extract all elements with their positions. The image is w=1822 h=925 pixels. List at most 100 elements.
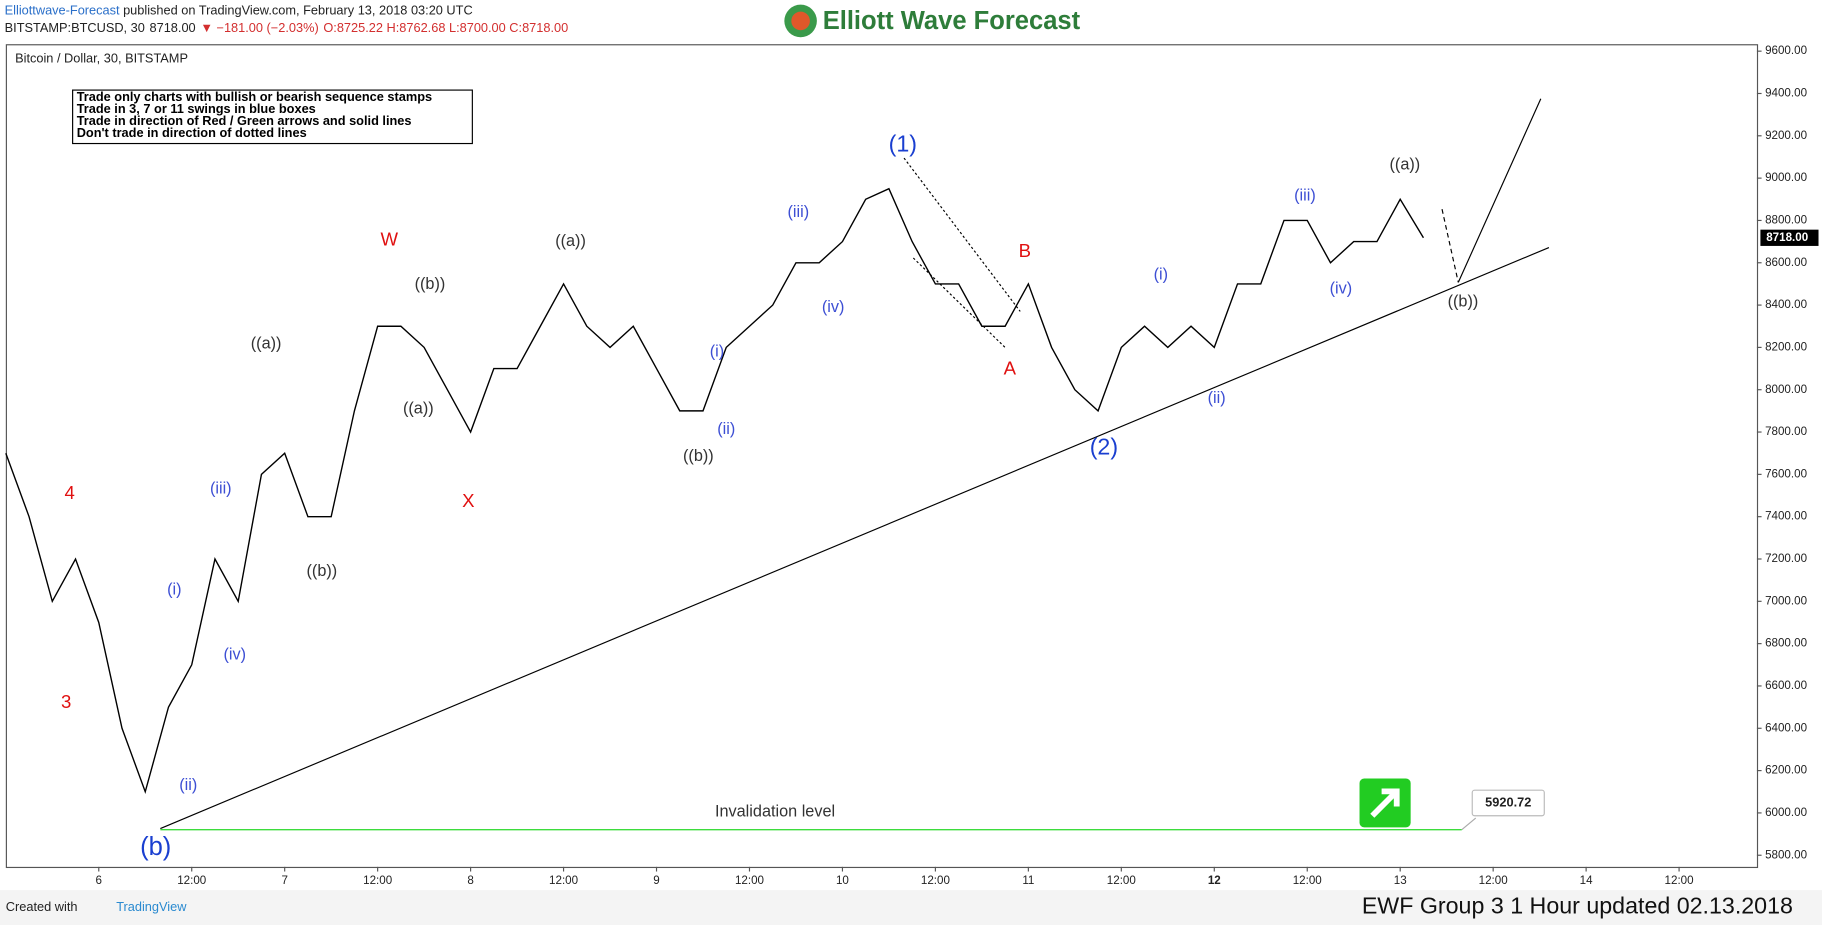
y-tick-label: 7400.00 — [1765, 510, 1807, 523]
footer-caption: EWF Group 3 1 Hour updated 02.13.2018 — [1362, 893, 1793, 919]
invalidation-text: Invalidation level — [715, 803, 835, 821]
wave-label: A — [1004, 357, 1017, 378]
wave-label: ((b)) — [1448, 292, 1479, 310]
wave-label: ((b)) — [683, 447, 714, 465]
wave-label: ((b)) — [307, 562, 338, 580]
x-tick-label: 12:00 — [735, 874, 764, 887]
x-tick-label: 10 — [836, 874, 849, 887]
y-tick-label: 6600.00 — [1765, 679, 1807, 692]
wave-label: (iii) — [787, 203, 809, 221]
note-line: Trade only charts with bullish or bearis… — [77, 89, 432, 104]
y-tick-label: 7800.00 — [1765, 425, 1807, 438]
y-tick-label: 8000.00 — [1765, 383, 1807, 396]
x-tick-label: 12 — [1208, 874, 1221, 887]
logo-icon-inner — [791, 11, 810, 31]
y-tick-label: 6800.00 — [1765, 637, 1807, 650]
footer-bar — [0, 890, 1822, 925]
wave-label: (ii) — [179, 776, 197, 794]
ohlc: O:8725.22 H:8762.68 L:8700.00 C:8718.00 — [323, 20, 568, 35]
invalidation-callout — [1461, 817, 1477, 831]
y-tick-label: 8200.00 — [1765, 340, 1807, 353]
y-tick-label: 7600.00 — [1765, 467, 1807, 480]
y-tick-label: 8800.00 — [1765, 214, 1807, 227]
y-tick-label: 9400.00 — [1765, 87, 1807, 100]
x-tick-label: 8 — [467, 874, 473, 887]
logo-text: Elliott Wave Forecast — [823, 7, 1081, 35]
arrow-icon — [1370, 788, 1400, 818]
x-tick-label: 12:00 — [177, 874, 206, 887]
wave-label: ((b)) — [415, 275, 446, 293]
x-tick-label: 12:00 — [1293, 874, 1322, 887]
wave-label: (iii) — [1294, 187, 1316, 205]
wave-label: X — [462, 490, 474, 511]
published: published on TradingView.com, February 1… — [123, 3, 473, 18]
note-line: Trade in 3, 7 or 11 swings in blue boxes — [77, 101, 316, 116]
wave-label: 3 — [61, 691, 71, 712]
notes: Trade only charts with bullish or bearis… — [77, 89, 432, 140]
wave-label: (2) — [1090, 434, 1118, 460]
wave-label: (iv) — [822, 298, 845, 316]
y-tick-label: 8400.00 — [1765, 298, 1807, 311]
y-tick-label: 7000.00 — [1765, 594, 1807, 607]
x-tick-label: 12:00 — [1479, 874, 1508, 887]
wave-label: W — [380, 228, 398, 249]
wave-label: (ii) — [1208, 389, 1226, 407]
footer-brand: TradingView — [116, 899, 187, 914]
x-tick-label: 12:00 — [921, 874, 950, 887]
note-line: Don't trade in direction of dotted lines — [77, 125, 307, 140]
wave-label: ((a)) — [251, 334, 282, 352]
y-tick-label: 5800.00 — [1765, 848, 1807, 861]
wave-label: ((a)) — [403, 399, 434, 417]
wave-label: ((a)) — [555, 232, 586, 250]
y-tick-label: 6200.00 — [1765, 764, 1807, 777]
price: 8718.00 — [150, 20, 196, 35]
y-tick-label: 8600.00 — [1765, 256, 1807, 269]
change: ▼ −181.00 (−2.03%) — [200, 20, 318, 35]
invalidation-tag — [1471, 789, 1545, 817]
symbol: BITSTAMP:BTCUSD, 30 — [5, 20, 145, 35]
y-tick-label: 6000.00 — [1765, 806, 1807, 819]
note-line: Trade in direction of Red / Green arrows… — [77, 113, 412, 128]
notes-box — [72, 89, 473, 145]
x-tick-label: 12:00 — [1107, 874, 1136, 887]
header-line: Elliottwave-Forecast published on Trading… — [5, 3, 473, 18]
x-tick-label: 12:00 — [363, 874, 392, 887]
chart-title: Bitcoin / Dollar, 30, BITSTAMP — [15, 51, 188, 66]
x-tick-label: 12:00 — [549, 874, 578, 887]
x-tick-label: 7 — [281, 874, 287, 887]
footer-created: Created with — [6, 899, 78, 914]
x-tick-label: 13 — [1394, 874, 1407, 887]
y-tick-label: 9000.00 — [1765, 171, 1807, 184]
wave-label: 4 — [65, 482, 75, 503]
x-tick-label: 14 — [1580, 874, 1593, 887]
wave-label: (i) — [1154, 266, 1168, 284]
wave-label: (1) — [889, 130, 917, 156]
trendline — [160, 246, 1550, 830]
last-price-tag — [1760, 229, 1819, 246]
invalidation-label: 5920.72 — [1485, 794, 1531, 809]
x-tick-label: 12:00 — [1665, 874, 1694, 887]
last-price-label: 8718.00 — [1766, 231, 1808, 244]
wave-label: ((a)) — [1390, 155, 1421, 173]
wave-label: (ii) — [717, 420, 735, 438]
y-tick-label: 6400.00 — [1765, 721, 1807, 734]
wave-label: (iv) — [223, 646, 246, 664]
wave-label: (i) — [710, 342, 724, 360]
projection-dashed — [1441, 209, 1459, 283]
symbol-line: BITSTAMP:BTCUSD, 30 8718.00 ▼ −181.00 (−2.… — [5, 20, 569, 35]
y-tick-label: 9600.00 — [1765, 44, 1807, 57]
y-tick-label: 7200.00 — [1765, 552, 1807, 565]
wave-label: (iv) — [1330, 280, 1353, 298]
price-line — [5, 187, 1425, 795]
x-tick-label: 6 — [96, 874, 102, 887]
author: Elliottwave-Forecast — [5, 3, 120, 18]
wave-label: (b) — [140, 833, 171, 861]
wave-label: (i) — [167, 581, 181, 599]
y-tick-label: 9200.00 — [1765, 129, 1807, 142]
channel-dotted — [903, 157, 1021, 350]
projection-solid — [1457, 98, 1542, 283]
wave-label: (iii) — [210, 480, 232, 498]
